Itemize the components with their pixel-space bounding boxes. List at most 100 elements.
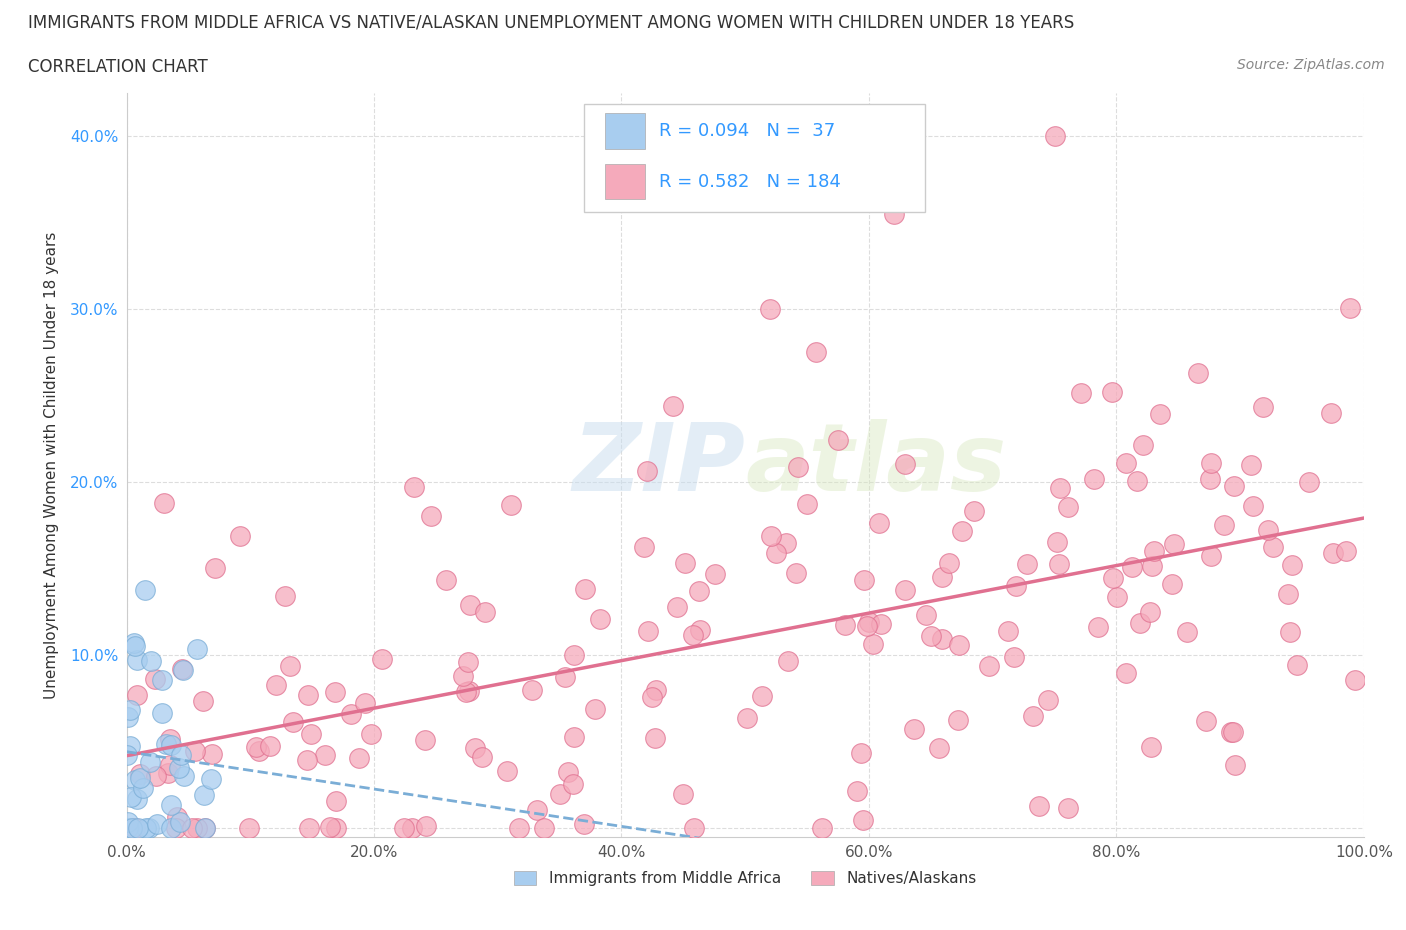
Point [325, 793, 347, 808]
Point [1279, 625, 1302, 640]
Point [170, 747, 193, 762]
Point [280, 658, 302, 673]
Point [683, 821, 706, 836]
Point [572, 817, 595, 831]
Point [117, 815, 139, 830]
Point [1126, 473, 1149, 488]
Point [138, 821, 160, 836]
Point [170, 662, 193, 677]
Point [125, 792, 148, 807]
Point [155, 737, 177, 751]
Y-axis label: Unemployment Among Women with Children Under 18 years: Unemployment Among Women with Children U… [44, 232, 59, 698]
Point [894, 582, 917, 597]
FancyBboxPatch shape [606, 113, 645, 149]
Point [186, 821, 208, 836]
Point [471, 750, 494, 764]
Point [1105, 590, 1128, 604]
Point [1017, 556, 1039, 571]
Point [159, 732, 181, 747]
Point [778, 654, 800, 669]
Point [436, 573, 458, 588]
Point [371, 651, 394, 666]
Point [353, 695, 375, 710]
Point [125, 687, 148, 702]
Point [561, 777, 583, 791]
Point [145, 769, 167, 784]
Point [451, 669, 474, 684]
Point [662, 399, 685, 414]
Point [124, 639, 146, 654]
Point [1005, 578, 1028, 593]
Point [314, 748, 336, 763]
Point [1219, 725, 1241, 740]
Point [931, 569, 953, 584]
Point [1087, 619, 1109, 634]
Point [883, 206, 905, 221]
Point [347, 751, 370, 765]
Point [665, 600, 688, 615]
Point [319, 819, 342, 834]
Point [1002, 650, 1025, 665]
Point [145, 817, 167, 831]
Point [1223, 758, 1246, 773]
Point [1199, 456, 1222, 471]
Point [172, 663, 194, 678]
Point [1322, 546, 1344, 561]
Point [903, 721, 925, 736]
Point [134, 582, 156, 597]
Point [392, 821, 415, 836]
Point [853, 573, 876, 588]
Point [950, 524, 973, 538]
Point [827, 432, 849, 447]
Point [1132, 437, 1154, 452]
Point [193, 788, 215, 803]
Point [636, 464, 658, 479]
Point [120, 738, 142, 753]
Point [562, 730, 585, 745]
Point [135, 821, 157, 836]
Point [340, 707, 363, 722]
Point [1187, 365, 1209, 380]
Point [737, 711, 759, 725]
Point [1046, 535, 1069, 550]
Point [124, 821, 146, 836]
Point [1139, 604, 1161, 619]
Point [589, 612, 612, 627]
Point [159, 798, 181, 813]
Point [129, 771, 152, 786]
Legend: Immigrants from Middle Africa, Natives/Alaskans: Immigrants from Middle Africa, Natives/A… [508, 865, 983, 893]
Point [194, 821, 217, 836]
FancyBboxPatch shape [606, 164, 645, 199]
Point [264, 678, 287, 693]
Point [301, 726, 323, 741]
Point [1281, 557, 1303, 572]
Point [931, 631, 953, 646]
Point [464, 740, 486, 755]
Point [1070, 386, 1092, 401]
Point [810, 821, 832, 836]
Point [115, 748, 138, 763]
Point [160, 737, 183, 752]
Point [977, 659, 1000, 674]
Point [1286, 658, 1309, 672]
Point [117, 821, 139, 836]
Text: atlas: atlas [745, 419, 1007, 511]
Point [1175, 625, 1198, 640]
Point [169, 760, 191, 775]
Point [672, 786, 695, 801]
Text: IMMIGRANTS FROM MIDDLE AFRICA VS NATIVE/ALASKAN UNEMPLOYMENT AMONG WOMEN WITH CH: IMMIGRANTS FROM MIDDLE AFRICA VS NATIVE/… [28, 14, 1074, 32]
Text: Source: ZipAtlas.com: Source: ZipAtlas.com [1237, 58, 1385, 72]
Point [948, 712, 970, 727]
Point [229, 528, 252, 543]
Point [415, 818, 437, 833]
Point [583, 701, 606, 716]
Point [297, 688, 319, 703]
Point [127, 821, 149, 836]
Point [238, 821, 260, 836]
Point [644, 731, 666, 746]
Point [186, 642, 208, 657]
Point [1101, 385, 1123, 400]
Point [496, 764, 519, 778]
Point [1241, 499, 1264, 514]
Point [574, 582, 596, 597]
